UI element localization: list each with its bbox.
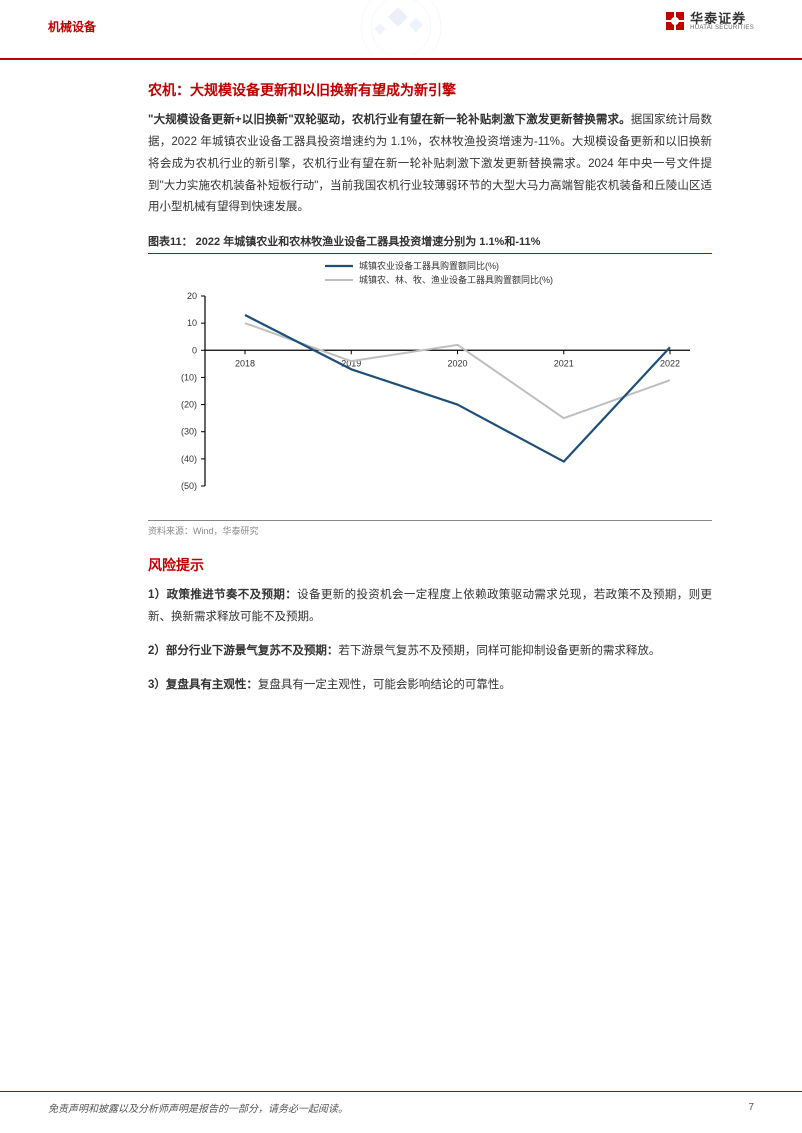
risk-item-3: 3）复盘具有主观性：复盘具有一定主观性，可能会影响结论的可靠性。	[148, 675, 712, 697]
risk-text: 若下游景气复苏不及预期，同样可能抑制设备更新的需求释放。	[338, 645, 660, 657]
logo-text-en: HUATAI SECURITIES	[690, 25, 754, 31]
risk-label: 2）部分行业下游景气复苏不及预期：	[148, 645, 338, 657]
svg-text:城镇农、林、牧、渔业设备工器具购置额同比(%): 城镇农、林、牧、渔业设备工器具购置额同比(%)	[359, 274, 553, 285]
para-rest: 据国家统计局数据，2022 年城镇农业设备工器具投资增速约为 1.1%，农林牧渔…	[148, 114, 712, 213]
footer-page-number: 7	[748, 1102, 754, 1113]
svg-text:(30): (30)	[181, 427, 197, 437]
footer-disclaimer: 免责声明和披露以及分析师声明是报告的一部分，请务必一起阅读。	[48, 1100, 348, 1115]
svg-text:(10): (10)	[181, 373, 197, 383]
risk-label: 3）复盘具有主观性：	[148, 679, 258, 691]
svg-text:2020: 2020	[447, 359, 467, 369]
svg-text:(40): (40)	[181, 454, 197, 464]
svg-text:0: 0	[192, 346, 197, 356]
page-footer: 免责声明和披露以及分析师声明是报告的一部分，请务必一起阅读。 7	[0, 1091, 802, 1115]
logo: 华泰证券 HUATAI SECURITIES	[664, 10, 754, 32]
risk-item-1: 1）政策推进节奏不及预期：设备更新的投资机会一定程度上依赖政策驱动需求兑现，若政…	[148, 585, 712, 629]
main-content: 农机：大规模设备更新和以旧换新有望成为新引擎 "大规模设备更新+以旧换新"双轮驱…	[0, 60, 802, 697]
svg-text:2021: 2021	[554, 359, 574, 369]
logo-icon	[664, 10, 686, 32]
page-header: 机械设备 华泰证券 HUATAI SECURITIES	[0, 0, 802, 60]
svg-text:2022: 2022	[660, 359, 680, 369]
svg-text:10: 10	[187, 318, 197, 328]
svg-text:2018: 2018	[235, 359, 255, 369]
section-paragraph: "大规模设备更新+以旧换新"双轮驱动，农机行业有望在新一轮补贴刺激下激发更新替换…	[148, 110, 712, 219]
chart-source: 资料来源：Wind，华泰研究	[148, 520, 712, 537]
line-chart: 城镇农业设备工器具购置额同比(%) 城镇农、林、牧、渔业设备工器具购置额同比(%)…	[148, 256, 712, 516]
chart-title: 图表11： 2022 年城镇农业和农林牧渔业设备工器具投资增速分别为 1.1%和…	[148, 233, 712, 254]
section-title: 农机：大规模设备更新和以旧换新有望成为新引擎	[148, 80, 712, 100]
svg-text:城镇农业设备工器具购置额同比(%): 城镇农业设备工器具购置额同比(%)	[359, 260, 499, 271]
risk-title: 风险提示	[148, 555, 712, 575]
svg-text:(50): (50)	[181, 481, 197, 491]
svg-text:(20): (20)	[181, 400, 197, 410]
header-decoration	[301, 0, 501, 55]
para-bold: "大规模设备更新+以旧换新"双轮驱动，农机行业有望在新一轮补贴刺激下激发更新替换…	[148, 114, 631, 126]
svg-text:20: 20	[187, 291, 197, 301]
risk-label: 1）政策推进节奏不及预期：	[148, 589, 297, 601]
risk-text: 复盘具有一定主观性，可能会影响结论的可靠性。	[258, 679, 511, 691]
risk-item-2: 2）部分行业下游景气复苏不及预期：若下游景气复苏不及预期，同样可能抑制设备更新的…	[148, 641, 712, 663]
logo-text-cn: 华泰证券	[690, 12, 754, 25]
